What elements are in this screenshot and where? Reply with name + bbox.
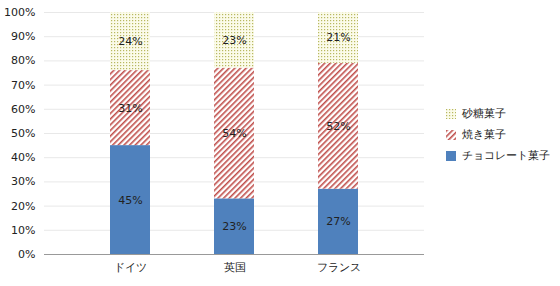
svg-text:52%: 52% (326, 120, 350, 133)
svg-text:24%: 24% (118, 35, 142, 48)
html-text:砂糖菓子: 砂糖菓子 (462, 107, 506, 120)
svg-text:20%: 20% (11, 200, 35, 213)
svg-text:54%: 54% (222, 127, 246, 140)
svg-text:100%: 100% (4, 6, 35, 19)
html-text:焼き菓子: 焼き菓子 (462, 128, 506, 141)
svg-text:21%: 21% (326, 31, 350, 44)
svg-text:0%: 0% (18, 248, 35, 261)
svg-text:90%: 90% (11, 30, 35, 43)
svg-text:60%: 60% (11, 103, 35, 116)
svg-text:30%: 30% (11, 175, 35, 188)
svg-text:10%: 10% (11, 224, 35, 237)
svg-text:40%: 40% (11, 151, 35, 164)
svg-text:50%: 50% (11, 127, 35, 140)
svg-text:80%: 80% (11, 54, 35, 67)
svg-text:英国: 英国 (224, 261, 246, 274)
svg-text:23%: 23% (222, 34, 246, 47)
svg-text:31%: 31% (118, 102, 142, 115)
svg-text:70%: 70% (11, 79, 35, 92)
html-text:チョコレート菓子: チョコレート菓子 (462, 149, 550, 162)
svg-text:フランス: フランス (317, 261, 361, 274)
svg-text:ドイツ: ドイツ (114, 261, 147, 274)
svg-text:27%: 27% (326, 215, 350, 228)
svg-text:23%: 23% (222, 220, 246, 233)
svg-text:45%: 45% (118, 194, 142, 207)
